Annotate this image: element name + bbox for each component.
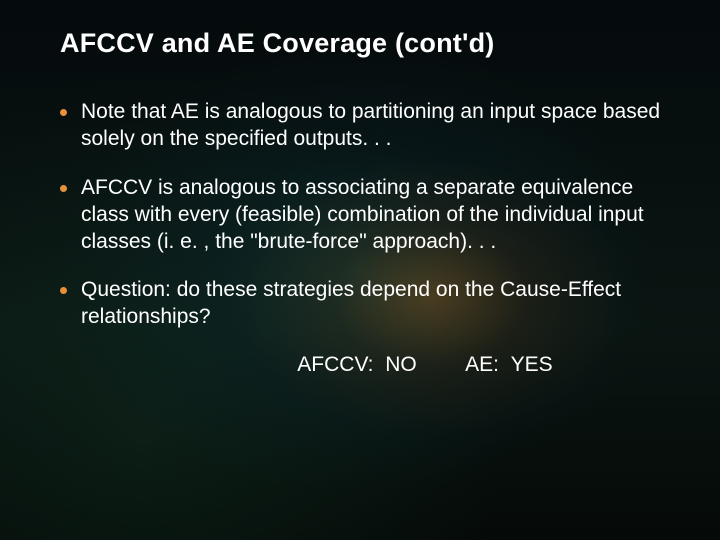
bullet-dot-icon (60, 287, 67, 294)
slide: AFCCV and AE Coverage (cont'd) Note that… (0, 0, 720, 540)
ae-answer: AE: YES (465, 353, 553, 377)
answer-row: AFCCV: NO AE: YES (60, 353, 670, 377)
bullet-text: Question: do these strategies depend on … (81, 277, 670, 331)
afccv-label: AFCCV: (297, 353, 373, 376)
bullet-item: Note that AE is analogous to partitionin… (60, 99, 670, 153)
afccv-value: NO (385, 353, 417, 376)
bullet-item: AFCCV is analogous to associating a sepa… (60, 175, 670, 256)
slide-title: AFCCV and AE Coverage (cont'd) (60, 28, 670, 59)
bullet-dot-icon (60, 185, 67, 192)
bullet-dot-icon (60, 109, 67, 116)
ae-label: AE: (465, 353, 499, 376)
ae-value: YES (511, 353, 553, 376)
bullet-item: Question: do these strategies depend on … (60, 277, 670, 331)
afccv-answer: AFCCV: NO (297, 353, 416, 377)
bullet-text: Note that AE is analogous to partitionin… (81, 99, 670, 153)
bullet-text: AFCCV is analogous to associating a sepa… (81, 175, 670, 256)
